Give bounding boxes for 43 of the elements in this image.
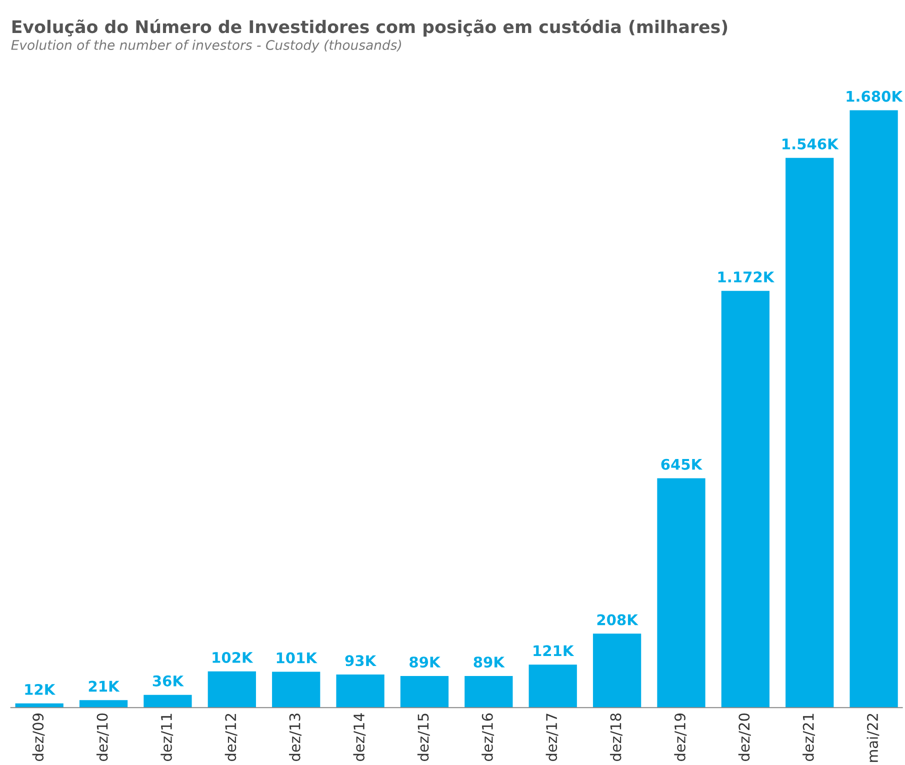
data-label: 93K: [345, 655, 377, 666]
bar: [272, 672, 320, 708]
bar: [144, 694, 192, 708]
data-label: 89K: [474, 656, 505, 668]
bar: [208, 671, 256, 708]
data-label: 89K: [410, 656, 441, 668]
x-tick-label: dez/21: [802, 714, 815, 762]
x-tick-label: dez/14: [353, 713, 366, 762]
data-label: 36K: [152, 675, 184, 686]
bar: [786, 158, 834, 708]
x-tick-label: dez/19: [674, 714, 687, 762]
chart-title: Evolução do Número de Investidores com posição em custódia (milhares): [12, 19, 728, 37]
data-label: 121K: [534, 645, 574, 656]
x-tick-label: dez/18: [610, 713, 622, 762]
chart-subtitle: Evolution of the number of investors - Custody (thousands): [11, 40, 402, 53]
bar: [79, 700, 128, 708]
data-label: 12K: [25, 684, 56, 695]
data-label: 21K: [88, 680, 120, 692]
data-label: 645K: [661, 458, 703, 470]
data-label: 102K: [212, 652, 254, 663]
x-tick-label: dez/09: [32, 714, 45, 762]
data-label: 1.546K: [782, 138, 839, 150]
data-label: 1.172K: [718, 271, 775, 282]
x-tick-label: dez/11: [160, 714, 174, 762]
x-tick-label: dez/17: [546, 714, 558, 762]
bar: [657, 478, 706, 708]
bar: [400, 676, 449, 708]
bar: [721, 290, 770, 708]
x-tick-label: dez/20: [738, 713, 751, 762]
x-tick-label: dez/12: [224, 714, 238, 762]
x-tick-label: dez/16: [482, 713, 494, 762]
data-label: 208K: [597, 614, 638, 626]
x-tick-label: dez/13: [289, 714, 302, 762]
bar: [850, 110, 898, 708]
x-tick-label: dez/10: [96, 713, 109, 762]
data-label: 101K: [276, 652, 318, 664]
bar: [592, 634, 642, 708]
bar: [336, 674, 384, 708]
bar: [528, 664, 577, 708]
data-label: 1.680K: [846, 90, 903, 102]
x-tick-label: dez/15: [417, 714, 430, 762]
x-tick-label: mai/22: [866, 714, 880, 762]
bar: [464, 676, 513, 708]
